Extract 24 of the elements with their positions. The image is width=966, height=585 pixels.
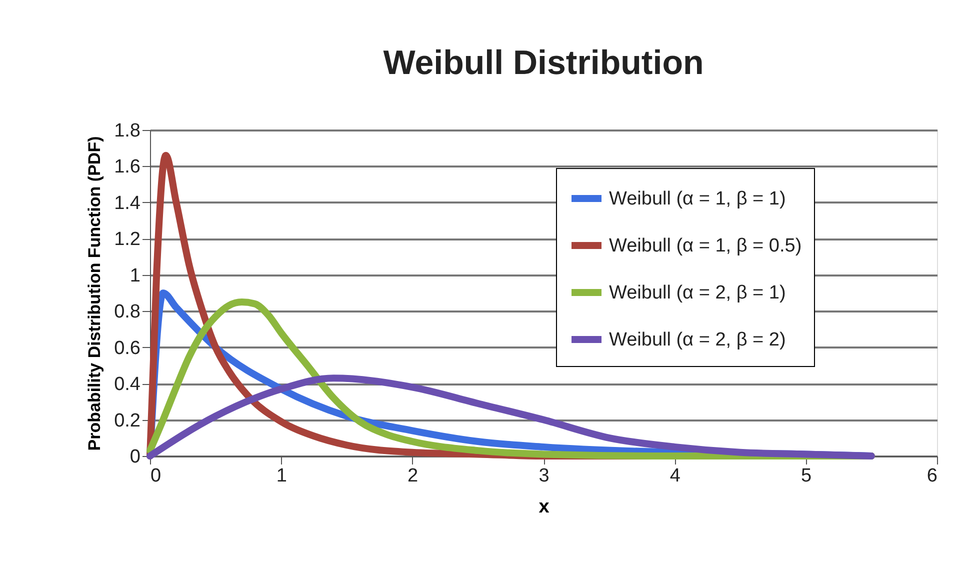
x-axis-title: x bbox=[538, 496, 550, 518]
x-tick-label: 4 bbox=[670, 466, 681, 486]
y-tick-label: 1.6 bbox=[114, 156, 140, 178]
legend-label: Weibull (α = 1, β = 0.5) bbox=[609, 236, 802, 256]
y-tick-label: 0.2 bbox=[114, 410, 140, 432]
legend-label: Weibull (α = 2, β = 1) bbox=[609, 282, 786, 304]
y-tick-label: 0.4 bbox=[114, 374, 141, 396]
y-tick-label: 1 bbox=[130, 265, 140, 286]
y-axis-title: Probability Distribution Function (PDF) bbox=[85, 136, 104, 451]
x-tick-label: 0 bbox=[150, 466, 162, 486]
chart-title: Weibull Distribution bbox=[383, 44, 704, 82]
legend-label: Weibull (α = 2, β = 2) bbox=[609, 330, 786, 350]
x-tick-label: 6 bbox=[926, 466, 938, 486]
x-tick-label: 5 bbox=[801, 466, 812, 486]
y-tick-label: 1.2 bbox=[114, 229, 140, 250]
y-tick-label: 0.6 bbox=[114, 338, 140, 359]
x-tick-label: 2 bbox=[408, 466, 418, 486]
x-tick-label: 3 bbox=[538, 466, 550, 486]
y-tick-label: 0 bbox=[130, 446, 140, 468]
y-tick-label: 1.4 bbox=[114, 192, 141, 214]
x-tick-label: 1 bbox=[276, 466, 287, 486]
legend-label: Weibull (α = 1, β = 1) bbox=[609, 188, 786, 210]
y-tick-label: 0.8 bbox=[114, 302, 140, 323]
y-tick-label: 1.8 bbox=[114, 120, 140, 142]
